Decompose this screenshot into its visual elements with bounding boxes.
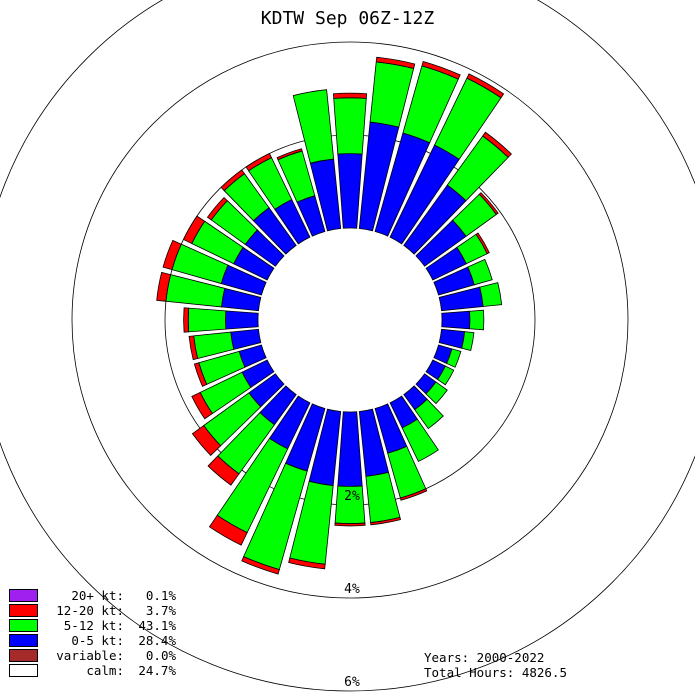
- legend-swatch-0-5: [9, 634, 38, 647]
- ring-circle: [71, 41, 629, 599]
- legend-swatch-20plus: [9, 589, 38, 602]
- legend-label: 5-12 kt:: [63, 618, 124, 633]
- legend-item: variable: 0.0%: [9, 648, 176, 663]
- wind-bar-segment: [337, 411, 363, 487]
- legend-item: 12-20 kt: 3.7%: [9, 603, 176, 618]
- ring-labels: 2% 4% 6%: [344, 489, 360, 690]
- total-hours-text: Total Hours: 4826.5: [424, 665, 567, 680]
- wind-bar-segment: [421, 60, 461, 80]
- wind-bar-segment: [441, 310, 471, 330]
- wind-bar-segment: [478, 192, 499, 216]
- legend: 20+ kt: 0.1% 12-20 kt: 3.7% 5-12 kt: 43.…: [9, 588, 176, 678]
- wind-bar-segment: [414, 398, 444, 430]
- legend-swatch-12-20: [9, 604, 38, 617]
- wind-bar-segment: [207, 455, 240, 486]
- legend-item: 0-5 kt: 28.4%: [9, 633, 176, 648]
- wind-bar-segment: [370, 516, 402, 526]
- wind-bar-segment: [162, 239, 182, 271]
- legend-item: 5-12 kt: 43.1%: [9, 618, 176, 633]
- legend-value: 0.1%: [145, 588, 176, 603]
- wind-bar-segment: [334, 522, 366, 527]
- chart-title: KDTW Sep 06Z-12Z: [260, 8, 435, 29]
- wind-bar-segment: [467, 258, 493, 286]
- legend-label: 20+ kt:: [71, 588, 124, 603]
- wind-bar-segment: [191, 424, 222, 457]
- wind-bar-segment: [446, 348, 462, 368]
- wind-bar-segment: [208, 514, 248, 546]
- legend-value: 43.1%: [138, 618, 176, 633]
- legend-label: 12-20 kt:: [56, 603, 124, 618]
- wind-bar-segment: [220, 169, 246, 192]
- wind-bar-segment: [193, 362, 208, 387]
- legend-value: 3.7%: [145, 603, 176, 618]
- legend-value: 28.4%: [138, 633, 176, 648]
- wind-bar-segment: [425, 381, 448, 405]
- wind-bar-segment: [438, 328, 466, 349]
- wind-bar-segment: [469, 309, 485, 331]
- wind-bar-segment: [225, 310, 259, 330]
- wind-bar-segment: [461, 331, 475, 352]
- legend-swatch-5-12: [9, 619, 38, 632]
- wind-bar-segment: [276, 148, 303, 161]
- wind-bar-segment: [191, 391, 213, 420]
- wind-bar-segment: [332, 92, 368, 99]
- legend-value: 24.7%: [138, 663, 176, 678]
- wind-bar-segment: [241, 556, 280, 575]
- wind-bar-segment: [479, 282, 503, 307]
- wind-bar-segment: [206, 196, 228, 221]
- wind-bar-segment: [292, 89, 335, 164]
- legend-swatch-calm: [9, 664, 38, 677]
- years-text: Years: 2000-2022: [424, 650, 545, 665]
- ring-label: 6%: [344, 675, 360, 690]
- wind-bar-segment: [182, 215, 206, 245]
- wind-bar-segment: [401, 418, 439, 462]
- legend-swatch-variable: [9, 649, 38, 662]
- legend-label: calm:: [86, 663, 124, 678]
- legend-item: 20+ kt: 0.1%: [9, 588, 176, 603]
- wind-bar-segment: [337, 153, 363, 229]
- wind-bar-segment: [466, 73, 505, 99]
- legend-item: calm: 24.7%: [9, 663, 176, 678]
- wind-bar-segment: [187, 307, 227, 333]
- wind-bar-segment: [183, 307, 190, 333]
- wind-bar-segment: [156, 271, 172, 302]
- wind-bar-segment: [399, 488, 428, 501]
- wind-bar-segment: [482, 131, 512, 158]
- legend-label: variable:: [56, 648, 124, 663]
- wind-bar-segment: [333, 97, 367, 155]
- legend-value: 0.0%: [145, 648, 176, 663]
- legend-label: 0-5 kt:: [71, 633, 124, 648]
- wind-bar-segment: [475, 232, 490, 255]
- footer: Years: 2000-2022 Total Hours: 4826.5: [424, 650, 567, 680]
- wind-bar-segment: [437, 365, 455, 386]
- ring-label: 4%: [344, 582, 360, 597]
- wind-bar-segment: [245, 152, 273, 172]
- wind-bar-segment: [188, 335, 199, 361]
- wind-bar-segment: [375, 56, 416, 70]
- wind-bar-segment: [288, 557, 326, 570]
- ring-label: 2%: [344, 489, 360, 504]
- wind-bars: [156, 56, 512, 575]
